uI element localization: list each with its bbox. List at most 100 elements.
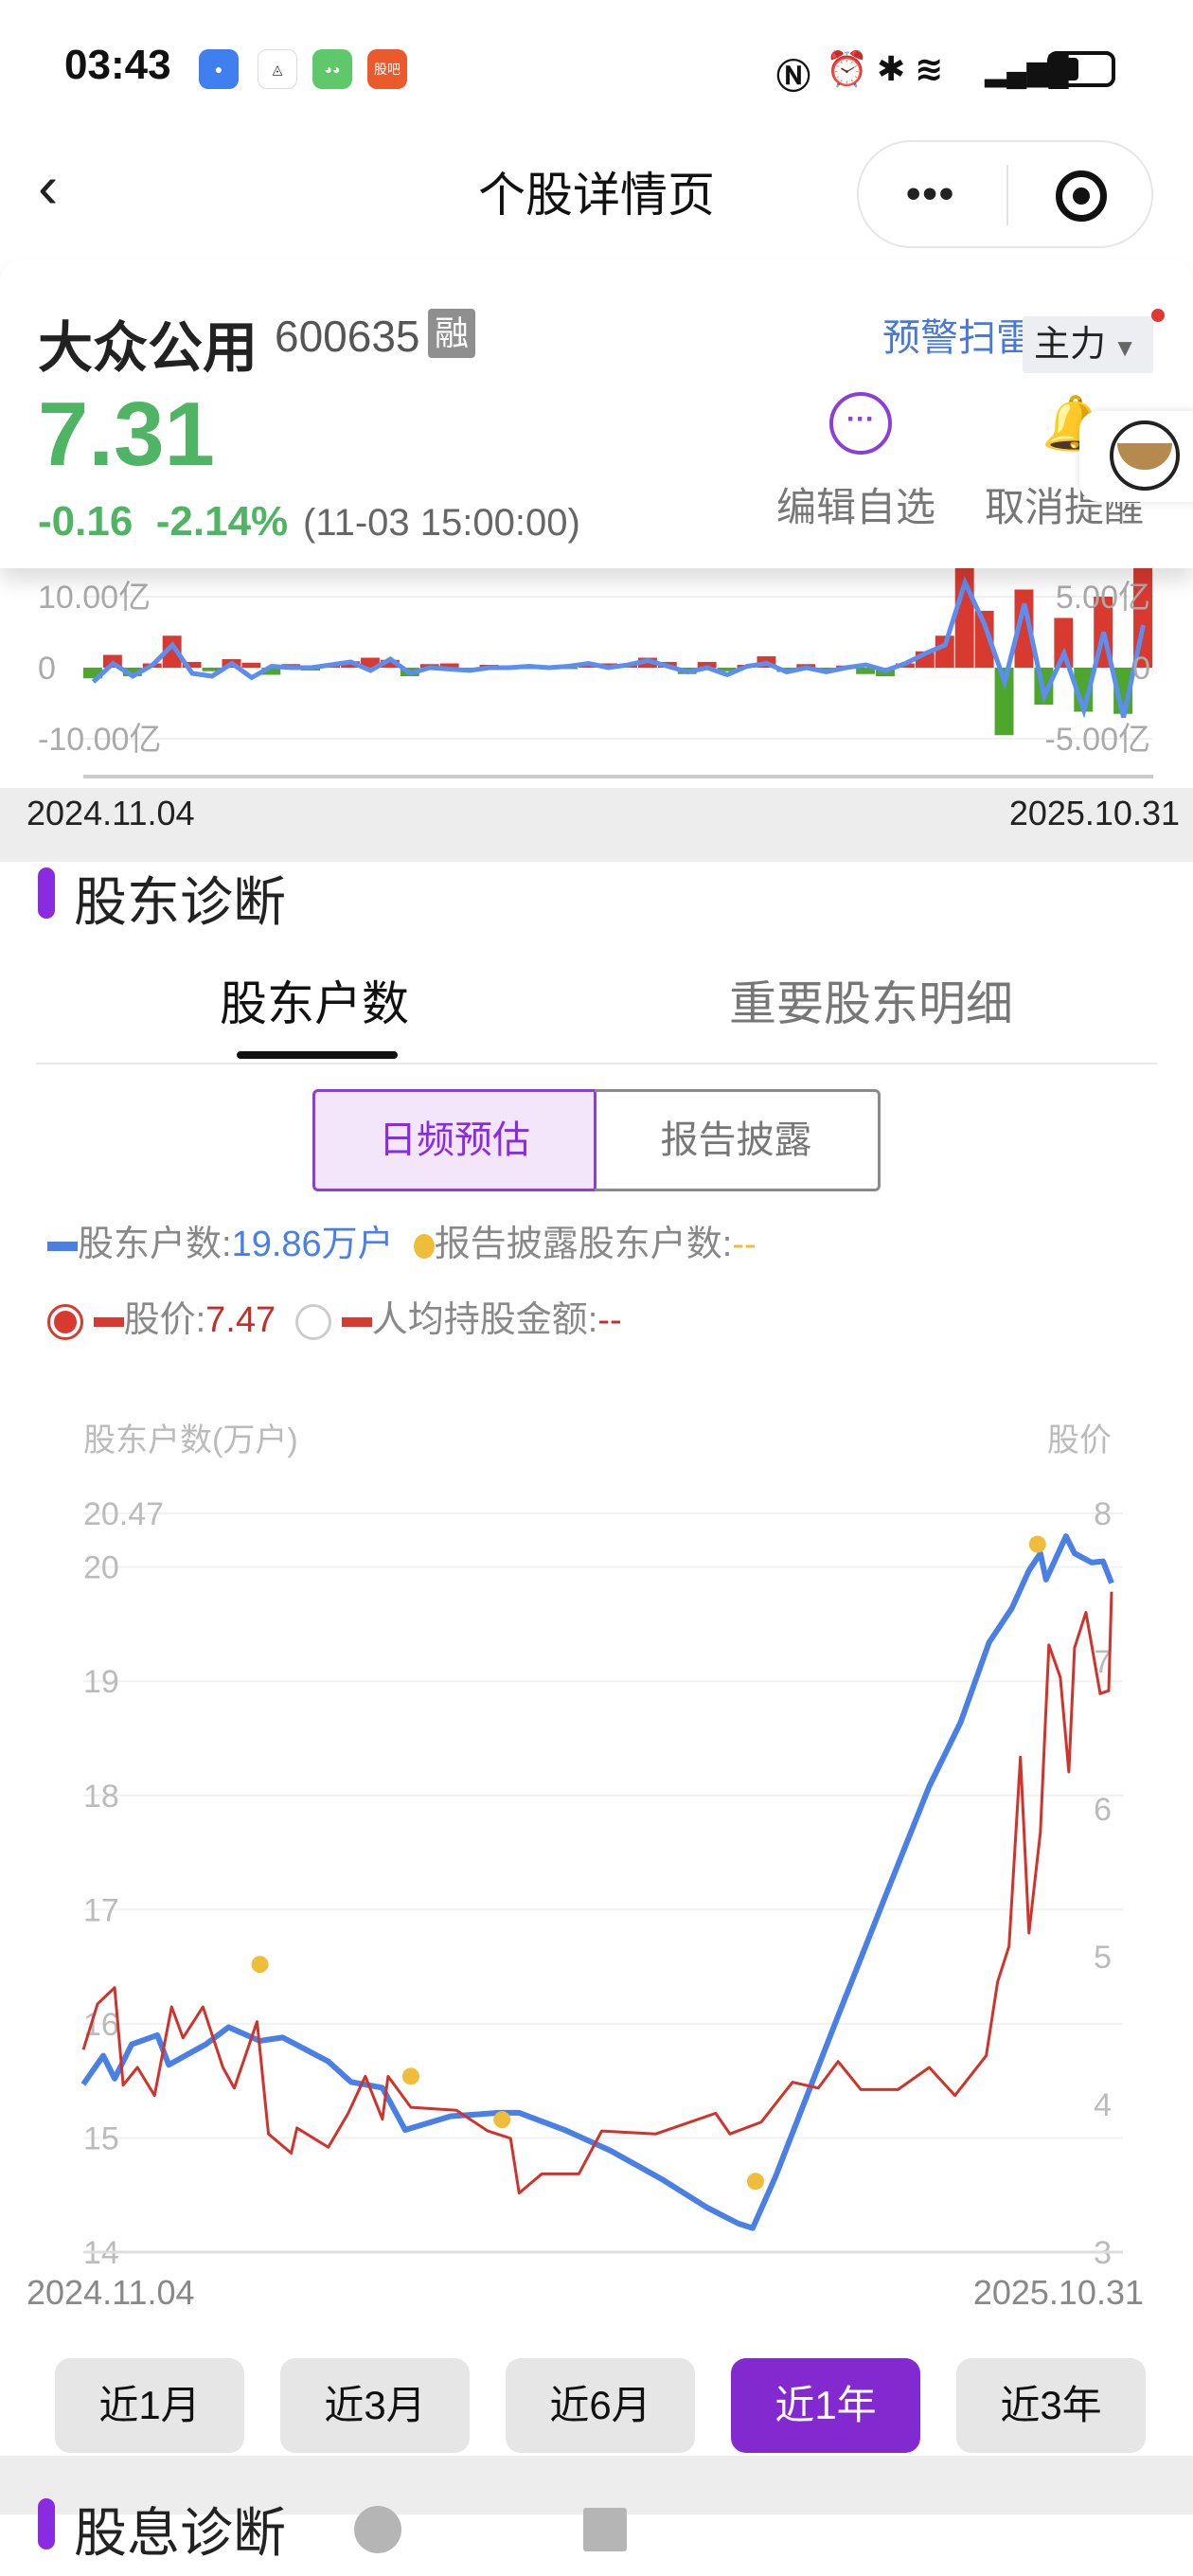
legend-price-value: 7.47 [205, 1300, 276, 1340]
nfc-icon: Ⓝ [776, 57, 811, 96]
change-value: -0.16 [38, 498, 134, 545]
floating-assistant-button[interactable] [1079, 411, 1193, 502]
right-tick-label: 6 [1094, 1792, 1112, 1828]
flow-bar [162, 635, 182, 668]
stock-price: 7.31 [38, 384, 215, 485]
funds-start-date: 2024.11.04 [27, 794, 195, 832]
reported-holder-point [401, 2067, 419, 2085]
left-axis-title: 股东户数(万户) [83, 1422, 298, 1458]
left-tick-label: 20.47 [83, 1496, 164, 1532]
chart-end-date: 2025.10.31 [972, 2273, 1144, 2312]
legend-reported-value: -- [732, 1225, 757, 1264]
flow-bar [1054, 617, 1074, 668]
funds-flow-chart: 10.00亿 0 -10.00亿 5.00亿 0 -5.00亿 [38, 568, 1153, 778]
stock-header-card: 大众公用 600635 融 7.31 -0.16 -2.14% (11-03 1… [0, 259, 1193, 568]
flow-bar [202, 668, 222, 671]
battery-icon [1047, 51, 1115, 87]
quote-time: (11-03 15:00:00) [303, 502, 580, 544]
range-6m-button[interactable]: 近6月 [506, 2358, 695, 2453]
reported-holder-point [746, 2173, 764, 2191]
tab-holder-count[interactable]: 股东户数 [220, 977, 409, 1030]
funds-end-date: 2025.10.31 [1008, 794, 1180, 832]
holder-count-line [80, 1533, 1114, 2231]
reported-holder-point [1028, 1535, 1046, 1553]
legend-price-label: 股价: [123, 1300, 206, 1340]
legend-avg-value: -- [597, 1300, 622, 1340]
margin-badge: 融 [428, 309, 475, 358]
reported-holder-point [251, 1956, 269, 1974]
red-line-swatch [93, 1316, 124, 1327]
section-gap [0, 2456, 1193, 2514]
tab-divider [36, 1063, 1157, 1064]
price-radio-selected[interactable] [47, 1303, 83, 1340]
section-marker [38, 868, 55, 919]
left-tick-label: 15 [83, 2120, 119, 2156]
legend-row-2: 股价:7.47 人均持股金额:-- [47, 1290, 622, 1342]
flow-bar [1014, 589, 1034, 668]
right-tick-label: 5 [1094, 1940, 1112, 1976]
flow-bar [935, 635, 954, 668]
wechat-icon: ◕◕ [312, 49, 352, 89]
main-force-dropdown[interactable]: 主力 ▼ [1023, 316, 1153, 373]
tab-major-holders[interactable]: 重要股东明细 [729, 977, 1013, 1030]
notification-dot [1151, 309, 1165, 322]
flow-bar [579, 665, 598, 668]
miniapp-capsule: ••• [857, 140, 1153, 248]
range-3m-button[interactable]: 近3月 [280, 2358, 470, 2453]
change-pct: -2.14% [155, 498, 289, 545]
caret-down-icon: ▼ [1106, 333, 1137, 362]
status-time: 03:43 [64, 42, 171, 88]
flow-bar [182, 662, 202, 668]
close-miniapp-icon[interactable] [1056, 170, 1107, 222]
chart-start-date: 2024.11.04 [27, 2273, 195, 2312]
flow-bar [994, 668, 1014, 736]
left-tick-label: 20 [83, 1550, 119, 1586]
legend-holders-value: 19.86万户 [231, 1225, 394, 1264]
cumulative-flow-line [91, 576, 1146, 719]
segment-report-disclosure[interactable]: 报告披露 [595, 1089, 881, 1191]
avg-holding-radio[interactable] [295, 1303, 332, 1340]
tab-underline [237, 1051, 398, 1059]
legend-holders[interactable]: 股东户数:19.86万户 报告披露股东户数:-- [47, 1214, 757, 1266]
flow-bar [261, 668, 281, 675]
left-axis-max: 10.00亿 [38, 580, 151, 616]
range-1y-button[interactable]: 近1年 [731, 2358, 920, 2453]
price-change: -0.16 -2.14% [38, 498, 288, 546]
edit-watchlist-icon[interactable]: ··· [829, 392, 892, 455]
legend-avg-label: 人均持股金额: [371, 1300, 598, 1340]
left-tick-label: 19 [83, 1664, 119, 1700]
left-tick-label: 17 [83, 1892, 119, 1928]
flow-bar [439, 663, 459, 668]
bluetooth-icon: ✱ [877, 49, 906, 88]
capsule-divider [1006, 165, 1008, 225]
flow-bar [974, 611, 994, 668]
blue-line-swatch [47, 1241, 78, 1251]
range-1m-button[interactable]: 近1月 [55, 2358, 244, 2453]
stock-name: 大众公用 [38, 317, 258, 379]
reported-holder-point [493, 2111, 511, 2129]
loading-square-icon [583, 2508, 627, 2551]
segment-daily-estimate[interactable]: 日频预估 [312, 1089, 596, 1191]
warn-scan-link[interactable]: 预警扫雷 [882, 317, 1034, 359]
flow-bar [341, 661, 360, 668]
guba-icon: 股吧 [367, 49, 407, 89]
section-title-dividend: 股息诊断 [74, 2503, 286, 2563]
flow-bar [816, 668, 836, 671]
flow-bar [717, 668, 737, 671]
flow-bar [241, 662, 261, 668]
message-icon: ● [199, 49, 239, 89]
back-chevron-icon[interactable]: ‹ [38, 152, 59, 221]
legend-holders-label: 股东户数: [78, 1225, 232, 1264]
funds-date-band [0, 788, 1193, 862]
range-3y-button[interactable]: 近3年 [956, 2358, 1146, 2453]
more-icon[interactable]: ••• [906, 170, 956, 217]
red-line-swatch [341, 1316, 372, 1327]
left-axis-min: -10.00亿 [38, 722, 161, 758]
right-axis-max: 5.00亿 [1056, 580, 1150, 616]
wifi-icon: ≋ [915, 49, 944, 88]
section-title-holders: 股东诊断 [74, 872, 286, 932]
flow-bar [856, 668, 876, 674]
edit-watchlist-button[interactable]: 编辑自选 [776, 485, 936, 529]
right-tick-label: 7 [1094, 1644, 1112, 1680]
